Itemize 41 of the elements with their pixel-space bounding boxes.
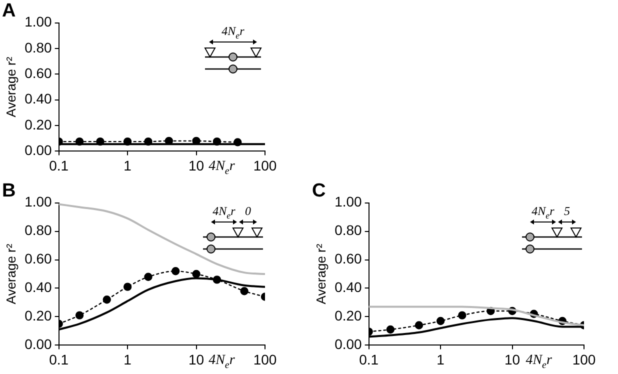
y-tick-label: 0.40 <box>334 279 362 296</box>
x-tick-label: 1 <box>436 351 445 368</box>
x-tick-label: 100 <box>572 351 596 368</box>
y-tick-label: 0.00 <box>334 336 362 352</box>
x-tick-label: 10 <box>188 157 204 174</box>
annotation: 5 <box>564 204 570 218</box>
y-tick-label: 0.00 <box>24 336 52 352</box>
y-tick-label: 0.20 <box>24 308 52 324</box>
x-tick-label: 1 <box>124 157 132 174</box>
x-tick-label: 1 <box>124 351 132 368</box>
y-tick-label: 0.40 <box>24 90 52 107</box>
y-tick-label: 0.40 <box>24 279 52 296</box>
x-tick-label: 10 <box>188 351 204 368</box>
y-tick-label: 0.60 <box>24 250 52 267</box>
y-axis-title: Average r² <box>3 56 18 118</box>
y-axis-title: Average r² <box>3 243 18 304</box>
chart-title: A <box>2 0 16 22</box>
y-tick-label: 1.00 <box>24 194 52 210</box>
annotation: 0 <box>245 204 251 218</box>
y-tick-label: 0.80 <box>334 222 362 238</box>
x-tick-label: 0.1 <box>49 351 69 368</box>
y-tick-label: 0.60 <box>24 65 52 82</box>
x-tick-label: 100 <box>253 157 277 174</box>
x-tick-label: 100 <box>253 351 277 368</box>
chart-title: C <box>312 180 326 202</box>
annotation: 4N$_{e}$r <box>222 24 244 42</box>
y-tick-label: 0.80 <box>24 39 52 56</box>
x-tick-label: 0.1 <box>49 157 69 174</box>
y-tick-label: 0.00 <box>24 142 52 158</box>
annotation: 4N$_{e}$r <box>532 204 554 222</box>
y-tick-label: 0.80 <box>24 222 52 238</box>
y-tick-label: 0.60 <box>334 250 362 267</box>
y-tick-label: 1.00 <box>24 14 52 30</box>
chart-title: B <box>2 180 16 202</box>
x-tick-label: 10 <box>504 351 520 368</box>
annotation: 4N$_{e}$r <box>212 204 236 222</box>
y-tick-label: 1.00 <box>334 194 362 210</box>
y-tick-label: 0.20 <box>334 308 362 324</box>
y-tick-label: 0.20 <box>24 116 52 132</box>
y-axis-title: Average r² <box>313 243 328 304</box>
x-tick-label: 0.1 <box>359 351 379 368</box>
